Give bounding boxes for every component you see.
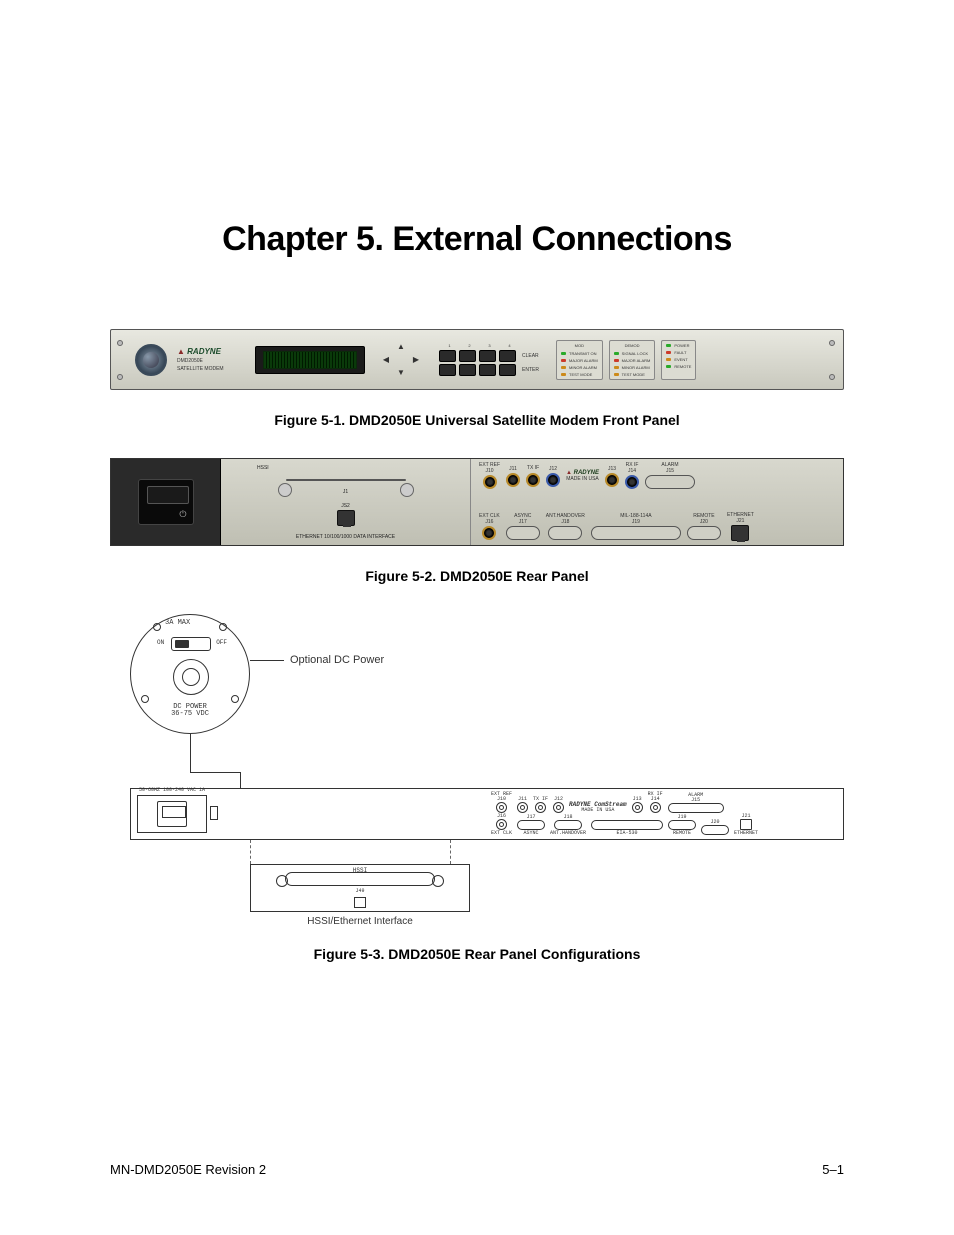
model-sublabel: SATELLITE MODEM	[177, 366, 224, 372]
connector: ANT.HANDOVERJ18	[546, 514, 585, 540]
rear-panel-image: HSSI J1 JS2 ETHERNET 10/100/1000 DATA IN…	[110, 458, 844, 546]
footer-doc-id: MN-DMD2050E Revision 2	[110, 1162, 266, 1177]
figure-5-3: 3A MAX ON OFF DC POWER36-75 VDC Optional…	[110, 614, 844, 962]
rear-config-diagram: 3A MAX ON OFF DC POWER36-75 VDC Optional…	[110, 614, 844, 924]
hssi-ethernet-caption: HSSI/Ethernet Interface	[250, 916, 470, 927]
rj45-icon	[337, 510, 355, 526]
front-panel-image: RADYNE DMD2050E SATELLITE MODEM ▲ ◀▶ ▼ 1…	[110, 329, 844, 390]
js2-label: JS2	[341, 503, 350, 509]
hssi-card-diagram: HSSI J49	[250, 864, 470, 912]
page-footer: MN-DMD2050E Revision 2 5–1	[110, 1162, 844, 1177]
connector-outline: J17ASYNC	[517, 815, 545, 836]
power-inlet-icon	[111, 459, 221, 545]
front-connector-icon	[135, 344, 167, 376]
connector-outline: J16EXT CLK	[491, 814, 512, 836]
connector: J11	[506, 466, 520, 487]
figure-5-1-caption: Figure 5-1. DMD2050E Universal Satellite…	[110, 412, 844, 428]
keypad-col-label: 2	[461, 343, 478, 348]
led-panel: MODTRANSMIT ONMAJOR ALARMMINOR ALARMTEST…	[556, 340, 829, 380]
connector-outline: TX IF	[533, 797, 548, 813]
lcd-display-icon	[255, 346, 365, 374]
connector-outline: J18ANT.HANDOVER	[550, 815, 586, 836]
dc-power-label: DC POWER36-75 VDC	[131, 704, 249, 719]
keypad-col-label: 1	[441, 343, 458, 348]
keypad-col-label: 4	[501, 343, 518, 348]
arrow-pad-icon: ▲ ◀▶ ▼	[379, 340, 429, 380]
keypad: 1 2 3 4 CLEAR ENTER	[439, 343, 542, 376]
keypad-col-label: 3	[481, 343, 498, 348]
led-group: DEMODSIGNAL LOCKMAJOR ALARMMINOR ALARMTE…	[609, 340, 656, 380]
figure-5-2: HSSI J1 JS2 ETHERNET 10/100/1000 DATA IN…	[110, 458, 844, 584]
hssi-connector-icon	[286, 479, 406, 481]
connector: TX IF	[526, 466, 540, 487]
dc-on-label: ON	[157, 639, 164, 646]
connector: MIL-188-114AJ19	[591, 514, 681, 540]
keypad-side-label: CLEAR	[522, 353, 542, 359]
keypad-side-label: ENTER	[522, 367, 542, 373]
ethernet-interface-label: ETHERNET 10/100/1000 DATA INTERFACE	[296, 534, 395, 540]
optional-dc-label: Optional DC Power	[290, 654, 384, 666]
connector-outline: J12	[553, 797, 564, 813]
led-group: MODTRANSMIT ONMAJOR ALARMMINOR ALARMTEST…	[556, 340, 603, 380]
chapter-title: Chapter 5. External Connections	[110, 220, 844, 259]
connector: J12	[546, 466, 560, 487]
power-rating-label: 50-60HZ 100-240 VAC 1A	[139, 787, 205, 793]
figure-5-1: RADYNE DMD2050E SATELLITE MODEM ▲ ◀▶ ▼ 1…	[110, 329, 844, 428]
connector: REMOTEJ20	[687, 514, 721, 540]
connector-outline: ALARMJ15	[668, 793, 724, 813]
connector-outline: RX IFJ14	[648, 792, 663, 813]
rear-brand: RADYNEMADE IN USA	[566, 470, 599, 482]
hssi-j-label: J49	[355, 889, 364, 894]
connector-outline: J11	[517, 797, 528, 813]
connector: ALARMJ15	[645, 463, 695, 489]
connector: J13	[605, 466, 619, 487]
footer-page-number: 5–1	[822, 1162, 844, 1177]
dc-power-detail-icon: 3A MAX ON OFF DC POWER36-75 VDC	[130, 614, 250, 734]
model-label: DMD2050E	[177, 358, 203, 364]
connector-outline: J19REMOTE	[668, 815, 696, 836]
connector-outline: J20	[701, 820, 729, 836]
dc-off-label: OFF	[216, 639, 227, 646]
connector: ASYNCJ17	[506, 514, 540, 540]
j1-label: J1	[343, 489, 348, 495]
figure-5-2-caption: Figure 5-2. DMD2050E Rear Panel	[110, 568, 844, 584]
connector-outline: EIA-530	[591, 820, 663, 836]
rear-brand-outline: RADYNE ComStreamMADE IN USA	[569, 801, 627, 813]
connector: EXT CLKJ16	[479, 514, 500, 540]
connector: ETHERNETJ21	[727, 513, 754, 541]
brand-logo: RADYNE	[177, 347, 221, 356]
dc-3a-label: 3A MAX	[165, 619, 190, 627]
figure-5-3-caption: Figure 5-3. DMD2050E Rear Panel Configur…	[110, 946, 844, 962]
connector-outline: J13	[632, 797, 643, 813]
connector: RX IFJ14	[625, 463, 639, 489]
connector-outline: J21ETHERNET	[734, 814, 758, 836]
rear-outline-diagram: 50-60HZ 100-240 VAC 1A EXT REFJ10 J11 TX I…	[130, 788, 844, 840]
connector-outline: EXT REFJ10	[491, 792, 512, 813]
connector: EXT REFJ10	[479, 463, 500, 489]
hssi-label: HSSI	[257, 465, 269, 471]
led-group: POWERFAULTEVENTREMOTE	[661, 340, 696, 380]
